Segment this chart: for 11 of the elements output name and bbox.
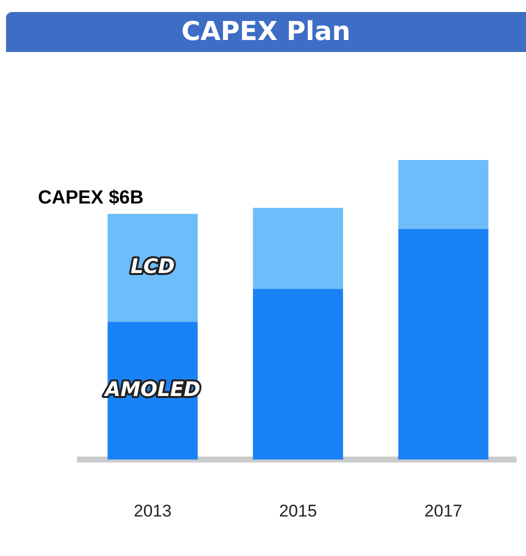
bar (398, 160, 488, 229)
series-label: LCD (130, 254, 175, 278)
x-tick-label: 2017 (424, 501, 462, 520)
annotation: CAPEX $6B (38, 188, 144, 209)
bar (252, 208, 344, 289)
chart-title: CAPEX Plan (6, 12, 526, 52)
bar (108, 214, 198, 322)
x-tick-label: 2015 (279, 501, 317, 520)
bar (398, 228, 488, 460)
x-tick-label: 2013 (134, 501, 172, 520)
bar (252, 288, 344, 460)
